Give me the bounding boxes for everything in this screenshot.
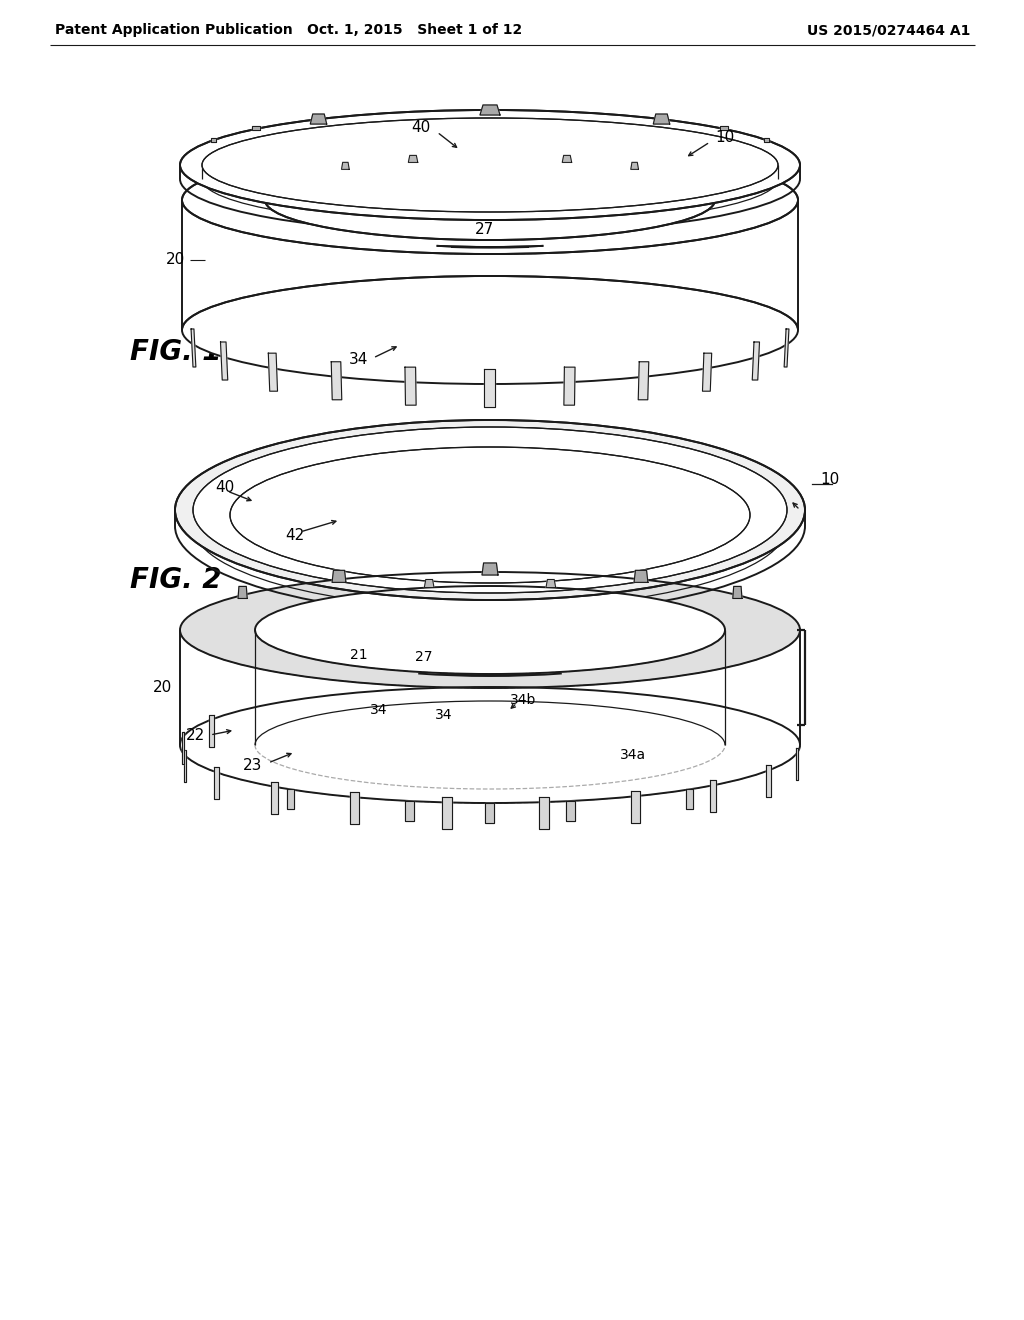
Ellipse shape: [193, 426, 787, 593]
Polygon shape: [220, 342, 227, 380]
Polygon shape: [310, 114, 327, 124]
Text: 34: 34: [348, 352, 368, 367]
Text: 40: 40: [215, 479, 234, 495]
Polygon shape: [720, 125, 727, 129]
Polygon shape: [211, 137, 216, 141]
Polygon shape: [253, 125, 260, 129]
Polygon shape: [331, 362, 342, 400]
Polygon shape: [784, 329, 788, 367]
Ellipse shape: [175, 420, 805, 601]
Text: 42: 42: [285, 528, 304, 543]
Ellipse shape: [180, 110, 800, 220]
Polygon shape: [442, 797, 452, 829]
Ellipse shape: [202, 117, 778, 213]
Polygon shape: [209, 714, 214, 747]
Polygon shape: [764, 137, 769, 141]
Polygon shape: [653, 114, 670, 124]
Polygon shape: [342, 162, 349, 169]
Polygon shape: [702, 354, 712, 391]
Text: 10: 10: [820, 473, 840, 487]
Polygon shape: [564, 367, 575, 405]
Text: Oct. 1, 2015   Sheet 1 of 12: Oct. 1, 2015 Sheet 1 of 12: [307, 22, 522, 37]
Text: Patent Application Publication: Patent Application Publication: [55, 22, 293, 37]
Text: 20: 20: [166, 252, 185, 268]
Polygon shape: [485, 803, 495, 822]
Polygon shape: [332, 570, 346, 582]
Ellipse shape: [180, 572, 800, 688]
Ellipse shape: [202, 117, 778, 213]
Polygon shape: [406, 801, 414, 821]
Polygon shape: [404, 367, 416, 405]
Polygon shape: [733, 586, 742, 598]
Text: 10: 10: [715, 131, 734, 145]
Ellipse shape: [265, 160, 715, 240]
Polygon shape: [686, 789, 692, 809]
Polygon shape: [631, 791, 640, 824]
Polygon shape: [766, 766, 771, 797]
Text: 34a: 34a: [620, 748, 646, 762]
Ellipse shape: [182, 147, 798, 253]
Polygon shape: [634, 570, 648, 582]
Ellipse shape: [182, 147, 798, 253]
Text: 40: 40: [411, 120, 430, 136]
Text: 27: 27: [415, 649, 432, 664]
Polygon shape: [271, 781, 279, 813]
Polygon shape: [409, 156, 418, 162]
Polygon shape: [424, 579, 434, 587]
Ellipse shape: [175, 420, 805, 601]
Polygon shape: [268, 354, 278, 391]
Ellipse shape: [193, 426, 787, 593]
Polygon shape: [753, 342, 760, 380]
Text: 22: 22: [185, 729, 205, 743]
Text: FIG. 1: FIG. 1: [130, 338, 221, 366]
Text: 27: 27: [475, 223, 495, 238]
Ellipse shape: [265, 160, 715, 240]
Polygon shape: [631, 162, 638, 169]
Ellipse shape: [180, 686, 800, 803]
Ellipse shape: [255, 586, 725, 675]
Polygon shape: [184, 750, 185, 781]
Text: FIG. 2: FIG. 2: [130, 566, 221, 594]
Polygon shape: [238, 586, 247, 598]
Polygon shape: [562, 156, 571, 162]
Text: 23: 23: [243, 759, 262, 774]
Polygon shape: [214, 767, 219, 799]
Ellipse shape: [182, 276, 798, 384]
Text: 34b: 34b: [510, 693, 537, 708]
Polygon shape: [546, 579, 556, 587]
Polygon shape: [638, 362, 649, 400]
Polygon shape: [797, 748, 798, 780]
Polygon shape: [539, 797, 549, 829]
Polygon shape: [182, 731, 183, 764]
Polygon shape: [349, 792, 358, 824]
Text: 21: 21: [350, 648, 368, 663]
Polygon shape: [191, 329, 196, 367]
Text: 20: 20: [153, 681, 172, 696]
Polygon shape: [484, 370, 496, 407]
Text: US 2015/0274464 A1: US 2015/0274464 A1: [807, 22, 970, 37]
Ellipse shape: [230, 447, 750, 583]
Polygon shape: [710, 780, 717, 812]
Polygon shape: [566, 801, 574, 821]
Polygon shape: [482, 564, 498, 576]
Polygon shape: [288, 789, 294, 809]
Text: 34: 34: [370, 704, 387, 717]
Polygon shape: [480, 106, 500, 115]
Text: 34: 34: [435, 708, 453, 722]
Ellipse shape: [180, 110, 800, 220]
Ellipse shape: [266, 161, 714, 239]
